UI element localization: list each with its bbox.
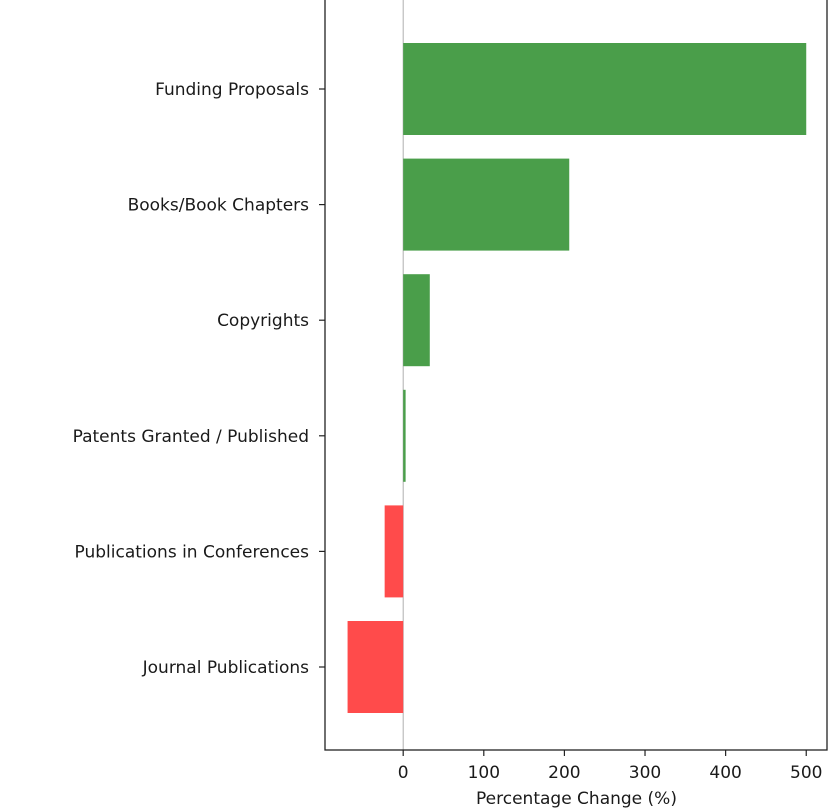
x-tick-label: 100	[468, 763, 500, 783]
x-axis-title: Percentage Change (%)	[476, 789, 677, 809]
y-tick-label: Journal Publications	[142, 658, 309, 678]
x-tick-label: 300	[629, 763, 661, 783]
bar-copyrights	[403, 274, 430, 367]
plot-frame	[324, 0, 828, 751]
y-axis-ticks: Funding Proposals Books/Book Chapters Copy…	[73, 80, 325, 678]
x-tick-label: 400	[709, 763, 741, 783]
bar-books-book-chapters	[403, 158, 570, 251]
y-tick-label: Books/Book Chapters	[128, 196, 310, 216]
y-tick-label: Publications in Conferences	[75, 542, 310, 562]
x-tick-label: 500	[790, 763, 822, 783]
x-axis-ticks: 0 100 200 300 400 500	[398, 750, 822, 783]
bar-publications-in-conferences	[384, 505, 404, 598]
x-tick-label: 0	[398, 763, 409, 783]
y-tick-label: Copyrights	[217, 311, 309, 331]
bar-patents-granted-published	[403, 389, 406, 482]
bar-funding-proposals	[403, 43, 807, 135]
bar-journal-publications	[347, 621, 404, 713]
y-tick-label: Funding Proposals	[155, 80, 309, 100]
bars-layer	[347, 43, 807, 713]
y-tick-label: Patents Granted / Published	[73, 427, 309, 447]
x-tick-label: 200	[548, 763, 580, 783]
